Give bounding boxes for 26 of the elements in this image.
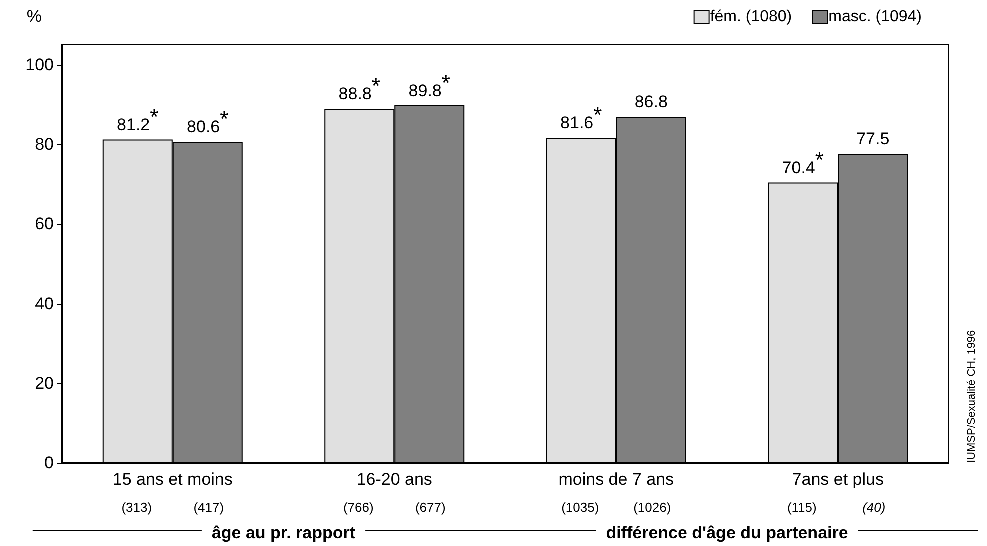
y-tick-label: 40 (35, 294, 54, 314)
text: (766) (343, 500, 374, 515)
text: âge au pr. rapport (212, 524, 356, 542)
data-label: 86.8 (634, 92, 668, 112)
y-tick-label: 100 (26, 55, 54, 74)
text: (40) (862, 500, 886, 515)
text: (1035) (562, 500, 600, 515)
y-tick-label: 80 (35, 135, 54, 154)
x-tick-label: 16-20 ans (356, 470, 432, 489)
y-tick-label: 60 (35, 214, 54, 234)
y-axis-title: % (26, 7, 42, 26)
y-tick-label: 0 (44, 454, 54, 472)
text: (677) (415, 500, 446, 515)
text: (417) (194, 500, 224, 515)
legend-label: masc. (1094) (828, 8, 922, 26)
legend-label: fém. (1080) (710, 8, 792, 26)
y-tick-label: 20 (35, 374, 54, 393)
text: (1026) (634, 500, 672, 515)
text: différence d'âge du partenaire (606, 524, 848, 542)
data-label: 77.5 (856, 130, 890, 150)
text: (313) (122, 500, 152, 515)
text: IUMSP/Sexualité CH, 1996 (966, 330, 978, 463)
x-tick-label: 7ans et plus (792, 470, 884, 489)
text: (115) (787, 500, 817, 515)
x-tick-label: moins de 7 ans (558, 470, 674, 489)
x-tick-label: 15 ans et moins (112, 470, 233, 489)
